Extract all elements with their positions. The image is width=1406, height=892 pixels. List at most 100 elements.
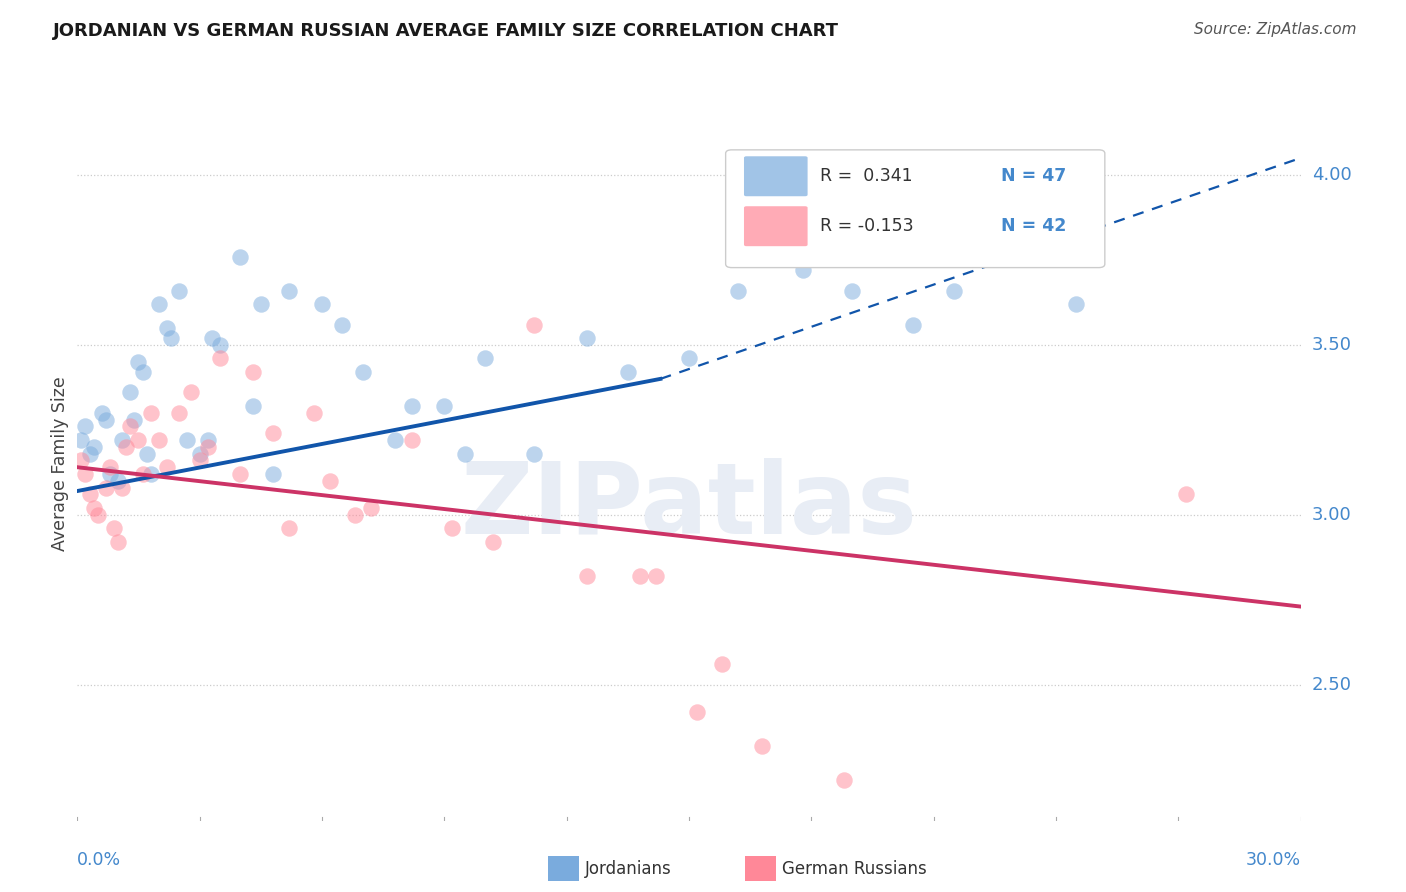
- Point: [115, 440, 138, 454]
- Text: JORDANIAN VS GERMAN RUSSIAN AVERAGE FAMILY SIZE CORRELATION CHART: JORDANIAN VS GERMAN RUSSIAN AVERAGE FAMI…: [53, 22, 839, 40]
- Point: [87, 508, 110, 522]
- Point: [229, 250, 252, 264]
- Point: [710, 657, 733, 672]
- Point: [645, 569, 668, 583]
- Point: [751, 739, 773, 753]
- Point: [70, 453, 93, 467]
- Point: [127, 433, 149, 447]
- Text: 4.00: 4.00: [1312, 166, 1351, 184]
- Point: [250, 297, 273, 311]
- Point: [176, 433, 198, 447]
- Point: [401, 399, 423, 413]
- Point: [453, 447, 475, 461]
- Point: [208, 351, 231, 366]
- Point: [903, 318, 925, 332]
- Point: [79, 447, 101, 461]
- Point: [617, 365, 640, 379]
- Point: [139, 406, 162, 420]
- Point: [148, 433, 170, 447]
- Point: [111, 481, 134, 495]
- Point: [160, 331, 183, 345]
- Point: [576, 569, 599, 583]
- Point: [197, 433, 219, 447]
- Point: [107, 474, 129, 488]
- Text: N = 42: N = 42: [1001, 218, 1066, 235]
- Point: [107, 535, 129, 549]
- Text: Source: ZipAtlas.com: Source: ZipAtlas.com: [1194, 22, 1357, 37]
- Point: [188, 447, 211, 461]
- Point: [79, 487, 101, 501]
- Point: [120, 419, 142, 434]
- Text: 30.0%: 30.0%: [1246, 851, 1301, 869]
- Point: [360, 501, 382, 516]
- Point: [523, 447, 546, 461]
- Point: [229, 467, 252, 481]
- Point: [433, 399, 456, 413]
- Point: [332, 318, 354, 332]
- Point: [75, 467, 97, 481]
- Text: 3.50: 3.50: [1312, 336, 1351, 354]
- Point: [135, 447, 157, 461]
- Text: German Russians: German Russians: [782, 860, 927, 878]
- Point: [98, 467, 121, 481]
- Text: N = 47: N = 47: [1001, 168, 1066, 186]
- Point: [311, 297, 333, 311]
- Point: [523, 318, 546, 332]
- Point: [262, 467, 284, 481]
- Point: [131, 365, 153, 379]
- Point: [262, 426, 284, 441]
- Point: [278, 284, 301, 298]
- Point: [180, 385, 202, 400]
- Point: [188, 453, 211, 467]
- Point: [792, 263, 814, 277]
- Point: [352, 365, 374, 379]
- FancyBboxPatch shape: [725, 150, 1105, 268]
- Point: [727, 284, 749, 298]
- FancyBboxPatch shape: [744, 206, 807, 246]
- Point: [127, 355, 149, 369]
- Text: R = -0.153: R = -0.153: [820, 218, 914, 235]
- Point: [1175, 487, 1198, 501]
- Point: [942, 284, 965, 298]
- Point: [576, 331, 599, 345]
- Point: [98, 460, 121, 475]
- Point: [628, 569, 651, 583]
- Point: [75, 419, 97, 434]
- Point: [70, 433, 93, 447]
- Point: [401, 433, 423, 447]
- Point: [197, 440, 219, 454]
- Point: [94, 481, 117, 495]
- Point: [319, 474, 342, 488]
- Point: [278, 521, 301, 535]
- Y-axis label: Average Family Size: Average Family Size: [51, 376, 69, 551]
- Text: 3.00: 3.00: [1312, 506, 1351, 524]
- Point: [384, 433, 406, 447]
- Point: [139, 467, 162, 481]
- Point: [169, 406, 191, 420]
- Point: [83, 440, 105, 454]
- Point: [201, 331, 224, 345]
- Point: [148, 297, 170, 311]
- Point: [111, 433, 134, 447]
- Text: 2.50: 2.50: [1312, 676, 1351, 694]
- Point: [242, 365, 264, 379]
- Point: [678, 351, 700, 366]
- Point: [302, 406, 325, 420]
- FancyBboxPatch shape: [744, 156, 807, 196]
- Point: [482, 535, 505, 549]
- Point: [156, 460, 179, 475]
- Point: [94, 412, 117, 426]
- Point: [90, 406, 112, 420]
- Text: ZIPatlas: ZIPatlas: [461, 458, 917, 555]
- Point: [120, 385, 142, 400]
- Point: [156, 321, 179, 335]
- Point: [242, 399, 264, 413]
- Point: [441, 521, 464, 535]
- Point: [169, 284, 191, 298]
- Point: [208, 338, 231, 352]
- Point: [124, 412, 146, 426]
- Point: [131, 467, 153, 481]
- Point: [474, 351, 496, 366]
- Text: R =  0.341: R = 0.341: [820, 168, 912, 186]
- Point: [832, 772, 855, 787]
